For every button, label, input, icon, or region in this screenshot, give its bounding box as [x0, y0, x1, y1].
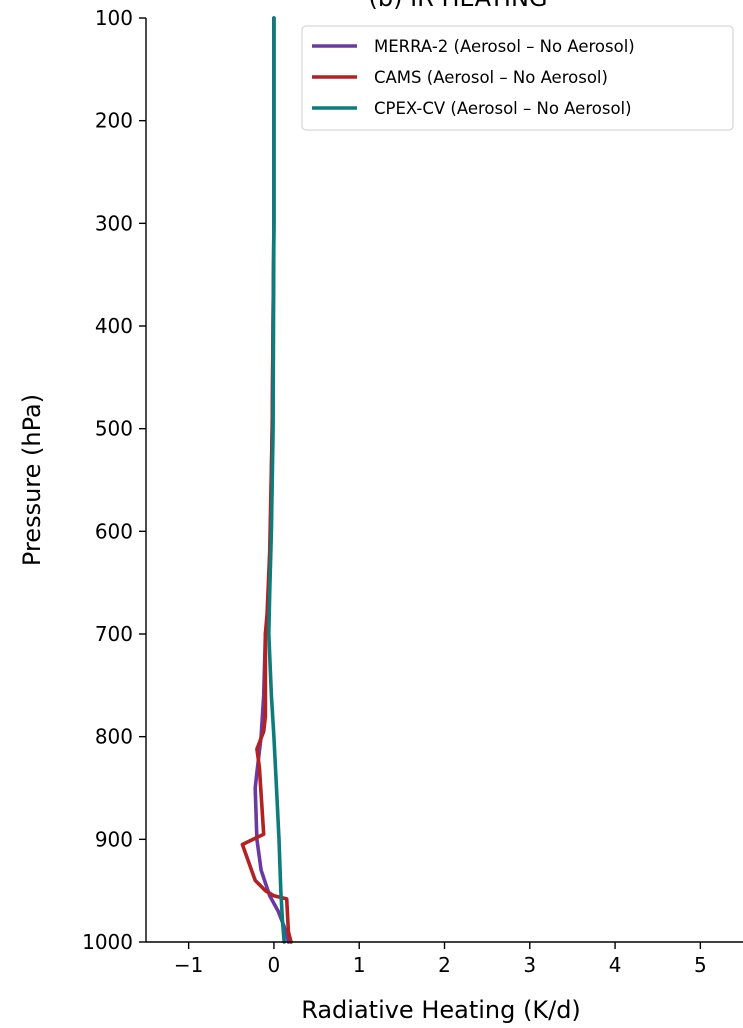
legend: MERRA-2 (Aerosol – No Aerosol) CAMS (Aero… — [301, 25, 734, 131]
series-layer — [240, 16, 293, 944]
y-tick-label: 500 — [95, 417, 133, 441]
chart-title: (b) IR HEATING — [368, 0, 547, 12]
legend-label-1: MERRA-2 (Aerosol – No Aerosol) — [374, 37, 635, 56]
x-tick-label: 3 — [523, 953, 536, 977]
y-tick-label: 100 — [95, 6, 133, 30]
x-tick-label: 0 — [268, 953, 281, 977]
x-axis-label: Radiative Heating (K/d) — [301, 996, 581, 1024]
y-tick-label: 800 — [95, 725, 133, 749]
series-line-3 — [266, 16, 287, 944]
y-ticks: 100 200 300 400 500 600 700 800 900 1000 — [82, 6, 146, 954]
legend-box — [301, 25, 734, 131]
y-tick-label: 200 — [95, 109, 133, 133]
y-tick-label: 700 — [95, 622, 133, 646]
x-tick-label: −1 — [174, 953, 203, 977]
legend-label-2: CAMS (Aerosol – No Aerosol) — [374, 68, 608, 87]
y-tick-label: 300 — [95, 211, 133, 235]
x-tick-label: 4 — [609, 953, 622, 977]
y-tick-label: 600 — [95, 519, 133, 543]
y-tick-label: 400 — [95, 314, 133, 338]
x-tick-label: 1 — [353, 953, 366, 977]
x-tick-label: 5 — [694, 953, 707, 977]
x-tick-label: 2 — [438, 953, 451, 977]
y-axis-label: Pressure (hPa) — [18, 394, 46, 566]
y-tick-label: 900 — [95, 827, 133, 851]
x-ticks: −1 0 1 2 3 4 5 — [174, 942, 707, 977]
legend-label-3: CPEX-CV (Aerosol – No Aerosol) — [374, 99, 632, 118]
y-tick-label: 1000 — [82, 930, 133, 954]
